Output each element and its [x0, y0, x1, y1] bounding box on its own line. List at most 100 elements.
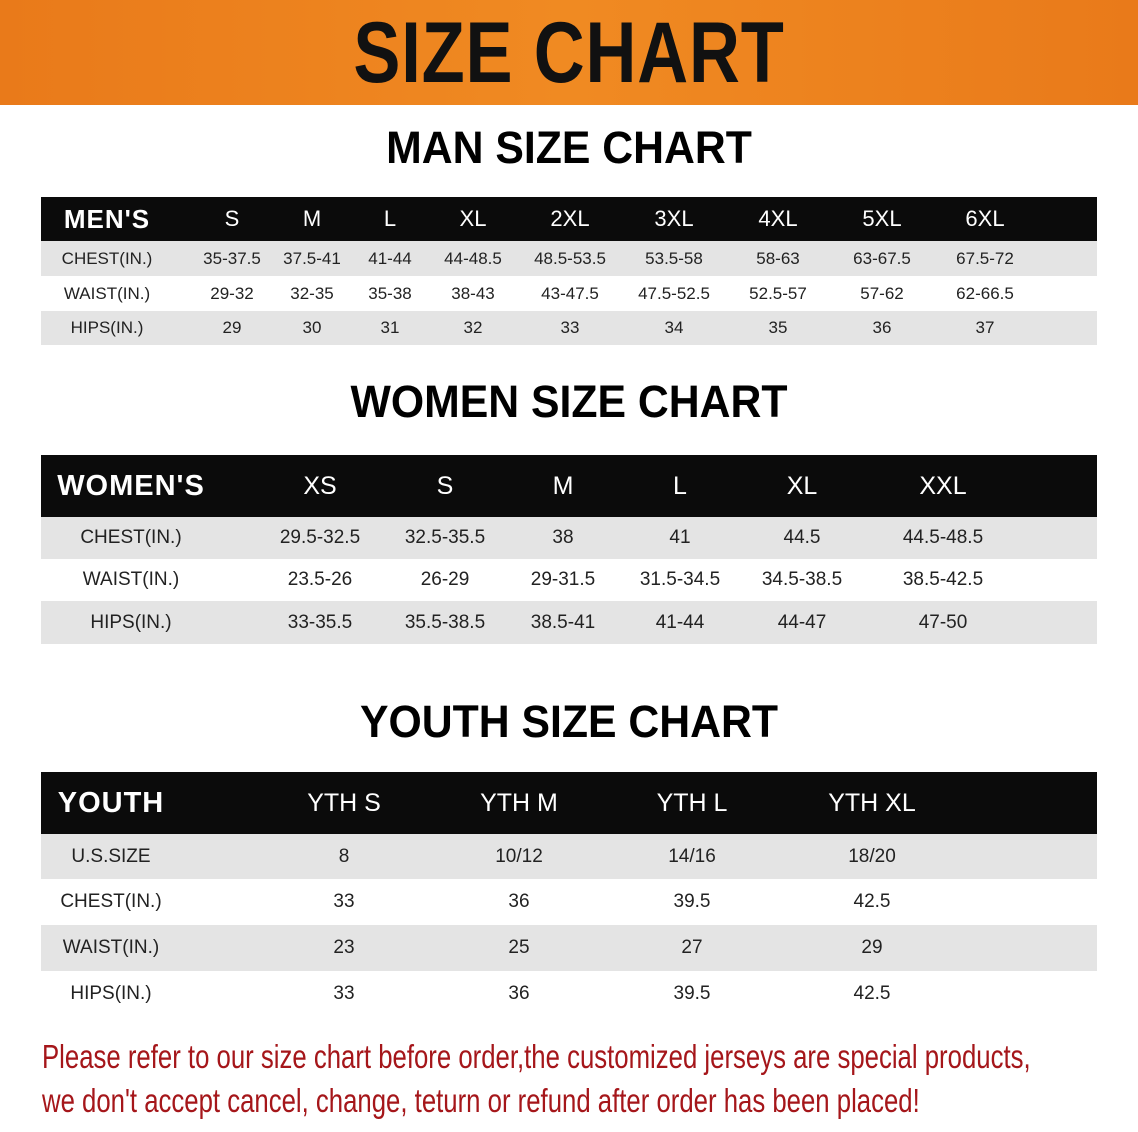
table-cell: 18/20 [848, 845, 896, 867]
table-cell: 67.5-72 [956, 248, 1014, 268]
measurement-label: HIPS(IN.) [90, 611, 172, 633]
table-cell: 35 [768, 318, 788, 337]
table-cell: 58-63 [756, 248, 800, 268]
table-cell: 33 [560, 318, 580, 337]
size-header-cell: M [302, 206, 322, 231]
table-cell: 57-62 [860, 283, 904, 303]
table-cell: 10/12 [495, 845, 543, 867]
youth-title: YOUTH SIZE CHART [359, 696, 778, 747]
size-header-cell: XS [303, 471, 337, 500]
measurement-label: U.S.SIZE [71, 845, 151, 867]
table-cell: 44.5-48.5 [902, 527, 984, 548]
size-header-cell: YTH M [480, 788, 558, 817]
men-title: MAN SIZE CHART [386, 122, 752, 173]
banner: SIZE CHART [0, 0, 1138, 105]
table-cell: 35-38 [368, 283, 412, 303]
table-cell: 48.5-53.5 [534, 248, 606, 268]
table-cell: 38 [552, 527, 574, 548]
size-header-cell: 5XL [862, 206, 902, 231]
table-cell: 23 [333, 937, 355, 958]
size-header-cell: M [552, 471, 574, 500]
youth-size-table: YOUTH YTH S YTH M YTH L YTH XL U.S.SIZE 8 10/12… [41, 772, 1097, 1016]
table-cell: 36 [508, 982, 530, 1004]
table-cell: 23.5-26 [287, 569, 353, 590]
table-row: HIPS(IN.) 33 36 39.5 42.5 [41, 971, 1097, 1016]
table-cell: 39.5 [673, 891, 711, 912]
table-cell: 34 [664, 318, 684, 337]
table-cell: 41-44 [368, 248, 412, 268]
table-cell: 27 [681, 937, 703, 958]
women-size-table: WOMEN'S XS S M L XL XXL CHEST(IN.) 29.5-32.5 32.5… [41, 455, 1097, 644]
table-cell: 31.5-34.5 [639, 569, 721, 590]
table-row: CHEST(IN.) 29.5-32.5 32.5-35.5 38 41 44.5 44.5… [41, 517, 1097, 559]
size-header-cell: 4XL [758, 206, 798, 231]
banner-title: SIZE CHART [353, 5, 785, 101]
table-cell: 33-35.5 [287, 611, 353, 633]
table-row: HIPS(IN.) 33-35.5 35.5-38.5 38.5-41 41-44 44-… [41, 601, 1097, 644]
table-corner-label: YOUTH [57, 786, 165, 819]
measurement-label: WAIST(IN.) [82, 569, 180, 590]
table-cell: 32 [463, 318, 483, 337]
table-header-row: YOUTH YTH S YTH M YTH L YTH XL [41, 772, 1097, 834]
table-row: CHEST(IN.) 35-37.5 37.5-41 41-44 44-48.5 48.5… [41, 241, 1097, 276]
table-cell: 62-66.5 [956, 283, 1014, 303]
table-cell: 39.5 [673, 982, 711, 1004]
table-cell: 35-37.5 [203, 248, 261, 268]
table-corner-label: MEN'S [63, 203, 151, 234]
table-cell: 47-50 [918, 611, 968, 633]
women-title: WOMEN SIZE CHART [350, 376, 788, 427]
size-header-cell: 6XL [965, 206, 1005, 231]
size-header-cell: S [436, 471, 454, 500]
notice-line-2: we don't accept cancel, change, teturn o… [42, 1082, 920, 1119]
table-row: CHEST(IN.) 33 36 39.5 42.5 [41, 879, 1097, 925]
table-cell: 38-43 [451, 283, 495, 303]
table-cell: 38.5-42.5 [902, 569, 984, 590]
table-cell: 33 [333, 982, 355, 1004]
table-header-row: WOMEN'S XS S M L XL XXL [41, 455, 1097, 517]
size-header-cell: YTH L [656, 788, 728, 817]
notice-line-1: Please refer to our size chart before or… [42, 1038, 1031, 1075]
table-cell: 38.5-41 [530, 611, 596, 633]
table-cell: 41 [669, 527, 691, 548]
size-header-cell: 2XL [550, 206, 590, 231]
table-cell: 42.5 [853, 982, 891, 1004]
table-cell: 14/16 [668, 845, 716, 867]
table-cell: 53.5-58 [645, 248, 703, 268]
table-cell: 36 [872, 318, 892, 337]
measurement-label: CHEST(IN.) [80, 527, 182, 548]
table-cell: 29-31.5 [530, 569, 596, 590]
size-header-cell: 3XL [654, 206, 694, 231]
size-header-cell: XL [786, 471, 818, 500]
men-size-table: MEN'S S M L XL 2XL 3XL 4XL 5XL 6XL CHEST(IN.) 35-37… [41, 197, 1097, 345]
table-corner-label: WOMEN'S [57, 469, 205, 502]
size-header-cell: XL [459, 206, 487, 231]
table-cell: 29 [222, 318, 242, 337]
measurement-label: WAIST(IN.) [62, 937, 160, 958]
measurement-label: CHEST(IN.) [61, 248, 153, 268]
table-cell: 36 [508, 891, 530, 912]
table-cell: 32.5-35.5 [404, 527, 486, 548]
table-cell: 37 [975, 318, 995, 337]
table-cell: 34.5-38.5 [761, 569, 843, 590]
table-cell: 43-47.5 [541, 283, 599, 303]
size-header-cell: YTH S [307, 788, 381, 817]
table-row: WAIST(IN.) 23 25 27 29 [41, 925, 1097, 971]
table-cell: 42.5 [853, 891, 891, 912]
measurement-label: HIPS(IN.) [70, 982, 152, 1004]
size-header-cell: L [673, 471, 687, 500]
table-cell: 44.5 [783, 527, 821, 548]
table-cell: 30 [302, 318, 322, 337]
table-cell: 47.5-52.5 [638, 283, 710, 303]
table-header-row: MEN'S S M L XL 2XL 3XL 4XL 5XL 6XL [41, 197, 1097, 241]
table-row: U.S.SIZE 8 10/12 14/16 18/20 [41, 834, 1097, 879]
table-cell: 44-47 [777, 611, 827, 633]
table-row: HIPS(IN.) 29 30 31 32 33 34 35 36 37 [41, 311, 1097, 345]
table-cell: 35.5-38.5 [404, 611, 486, 633]
table-cell: 37.5-41 [283, 248, 341, 268]
table-cell: 32-35 [290, 283, 334, 303]
measurement-label: CHEST(IN.) [60, 891, 162, 912]
table-cell: 52.5-57 [749, 283, 807, 303]
table-cell: 29.5-32.5 [279, 527, 361, 548]
table-cell: 41-44 [655, 611, 705, 633]
size-header-cell: S [224, 206, 240, 231]
